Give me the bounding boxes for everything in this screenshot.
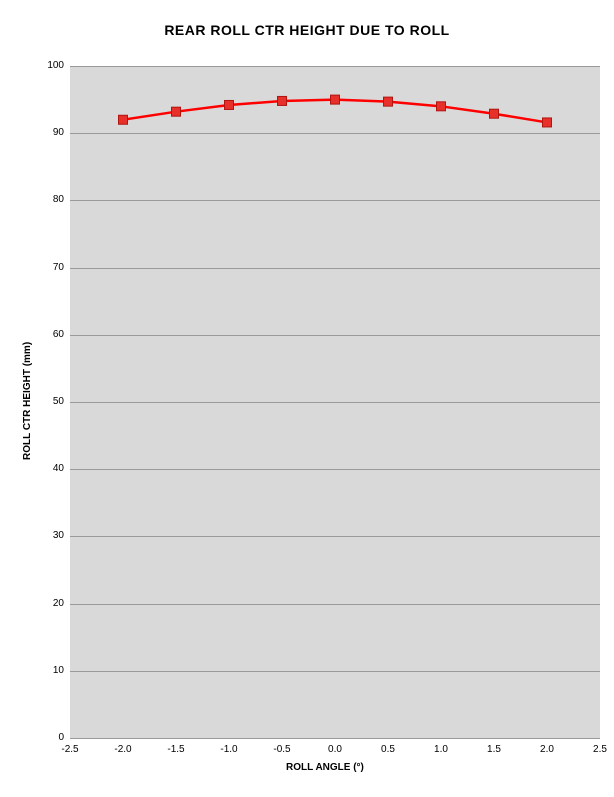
y-tick-label: 0 [58,732,64,743]
x-tick-label: -1.0 [217,744,241,755]
y-tick-label: 50 [53,396,64,407]
data-point-marker [384,97,393,106]
y-tick-label: 30 [53,530,64,541]
data-point-marker [331,95,340,104]
x-tick-label: 1.5 [482,744,506,755]
y-tick-label: 20 [53,598,64,609]
x-tick-label: 0.0 [323,744,347,755]
y-tick-label: 40 [53,463,64,474]
x-tick-label: -2.0 [111,744,135,755]
x-axis-title: ROLL ANGLE (°) [286,762,364,773]
plot-area [70,66,600,738]
data-point-marker [225,100,234,109]
x-tick-label: 1.0 [429,744,453,755]
data-point-marker [543,118,552,127]
data-point-marker [278,96,287,105]
chart-title: REAR ROLL CTR HEIGHT DUE TO ROLL [0,22,614,38]
y-axis-title: ROLL CTR HEIGHT (mm) [22,342,33,460]
y-tick-label: 10 [53,665,64,676]
x-tick-label: 2.0 [535,744,559,755]
y-tick-label: 60 [53,329,64,340]
data-point-marker [490,109,499,118]
data-point-marker [172,107,181,116]
y-tick-label: 70 [53,262,64,273]
gridline-horizontal [70,738,600,739]
x-tick-label: -1.5 [164,744,188,755]
data-point-marker [119,115,128,124]
data-point-marker [437,102,446,111]
x-tick-label: -0.5 [270,744,294,755]
y-tick-label: 80 [53,194,64,205]
x-tick-label: 2.5 [588,744,612,755]
y-tick-label: 100 [47,60,64,71]
data-series [70,66,600,738]
y-tick-label: 90 [53,127,64,138]
x-tick-label: -2.5 [58,744,82,755]
x-tick-label: 0.5 [376,744,400,755]
